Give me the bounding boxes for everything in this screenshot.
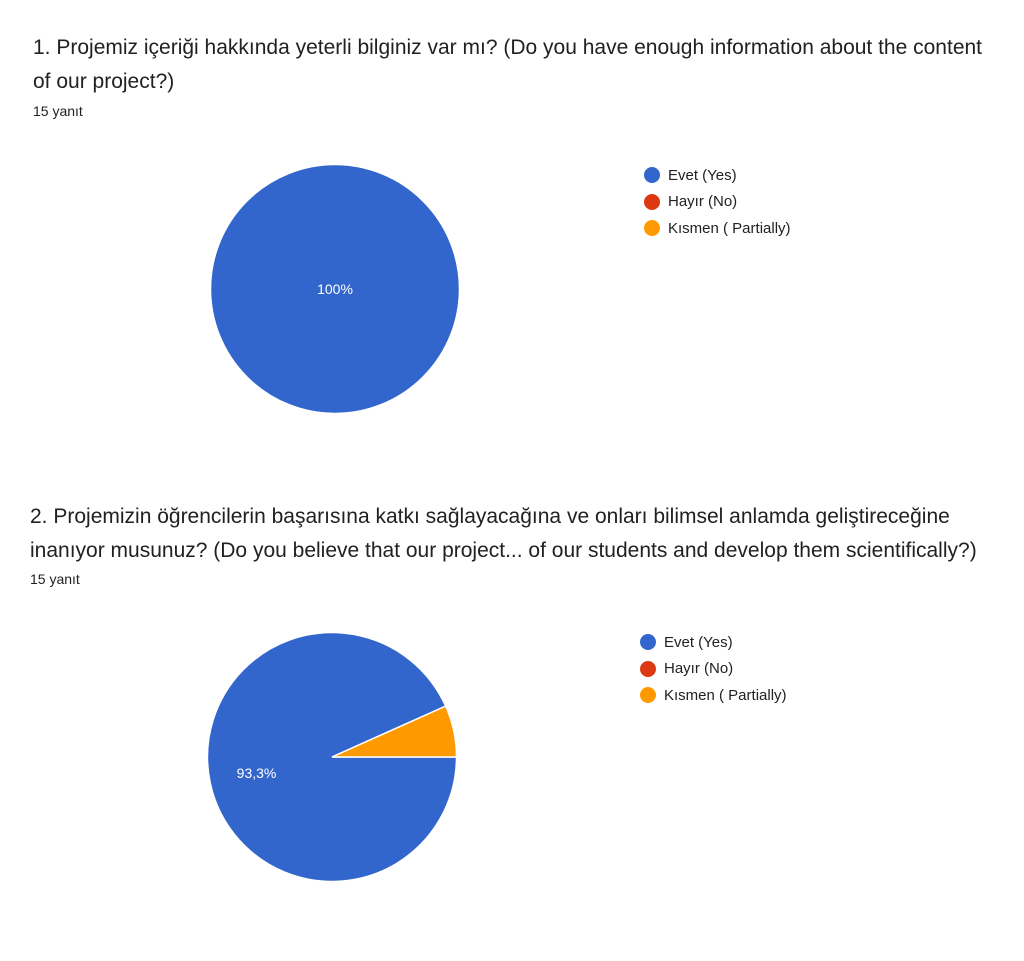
legend-item-2: Kısmen ( Partially) — [644, 215, 791, 242]
legend-label: Kısmen ( Partially) — [668, 219, 791, 237]
question-card-2: 2. Projemizin öğrencilerin başarısına ka… — [0, 470, 1024, 961]
legend-swatch — [640, 660, 656, 677]
legend-item-0: Evet (Yes) — [644, 162, 791, 189]
legend-label: Evet (Yes) — [664, 633, 733, 651]
chart-legend: Evet (Yes) Hayır (No) Kısmen ( Partially) — [644, 162, 791, 242]
question-title: 1. Projemiz içeriği hakkında yeterli bil… — [33, 36, 983, 93]
legend-label: Kısmen ( Partially) — [664, 686, 787, 704]
legend-item-1: Hayır (No) — [640, 656, 787, 683]
legend-swatch — [640, 634, 656, 651]
legend-swatch — [644, 167, 660, 184]
pie-data-label: 93,3% — [237, 765, 277, 781]
pie-chart: 93,3% — [206, 631, 458, 883]
question-card-1: 1. Projemiz içeriği hakkında yeterli bil… — [0, 0, 1024, 470]
legend-item-2: Kısmen ( Partially) — [640, 682, 787, 709]
chart-legend: Evet (Yes) Hayır (No) Kısmen ( Partially) — [640, 629, 787, 709]
pie-chart: 100% — [209, 163, 461, 415]
legend-item-1: Hayır (No) — [644, 189, 791, 216]
pie-slice-2 — [331, 705, 458, 758]
response-count: 15 yanıt — [30, 571, 80, 587]
legend-label: Hayır (No) — [668, 193, 738, 211]
response-count: 15 yanıt — [33, 103, 83, 119]
legend-label: Evet (Yes) — [668, 166, 737, 184]
question-title: 2. Projemizin öğrencilerin başarısına ka… — [30, 505, 977, 562]
pie-slice-0 — [209, 163, 461, 415]
legend-swatch — [644, 220, 660, 237]
legend-swatch — [644, 193, 660, 210]
pie-data-label: 100% — [317, 281, 353, 297]
legend-item-0: Evet (Yes) — [640, 629, 787, 656]
legend-label: Hayır (No) — [664, 660, 734, 678]
legend-swatch — [640, 687, 656, 704]
